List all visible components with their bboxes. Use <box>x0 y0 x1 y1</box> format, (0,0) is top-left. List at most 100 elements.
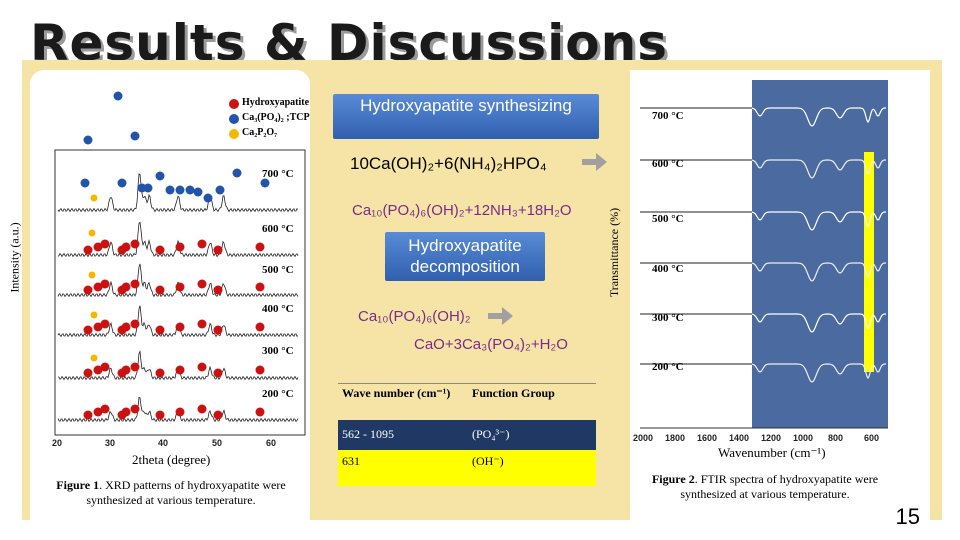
xrd-ylabel: Intensity (a.u.) <box>7 222 22 293</box>
tcp-peak-marker <box>185 185 195 195</box>
xrd-temp-400: 400 °C <box>262 303 294 315</box>
xrd-temp-700: 700 °C <box>262 168 294 180</box>
page-number: 15 <box>895 504 920 529</box>
xrd-temp-300: 300 °C <box>262 345 294 357</box>
hap-peak-marker <box>155 285 165 295</box>
legend-tcp: Ca₃(PO₄)₂ ;TCP <box>242 112 310 123</box>
hap-peak-marker <box>100 279 110 289</box>
decomposition-reactant: Ca₁₀(PO₄)₆(OH)₂ <box>358 308 471 325</box>
legend-marker-tcp <box>229 114 239 124</box>
hap-peak-marker <box>213 285 223 295</box>
hap-peak-marker <box>213 245 223 255</box>
hap-peak-marker <box>197 362 207 372</box>
hap-peak-marker <box>130 279 140 289</box>
hap-peak-marker <box>83 245 93 255</box>
hap-peak-marker <box>100 239 110 249</box>
product-equation: Ca₁₀(PO₄)₆(OH)₂+12NH₃+18H₂O <box>352 202 572 219</box>
ftir-temp-200: 200 °C <box>652 361 684 373</box>
table-cell-group: (OH⁻) <box>472 453 504 468</box>
table-cell-wave: 562 - 1095 <box>342 427 394 441</box>
xrd-xtick: 50 <box>212 438 223 448</box>
figure-2-label: Figure 2 <box>651 472 695 486</box>
hap-peak-marker <box>121 322 131 332</box>
hap-peak-marker <box>175 242 185 252</box>
ftir-xtick: 1600 <box>697 433 718 443</box>
hap-peak-marker <box>93 322 103 332</box>
hap-peak-marker <box>155 410 165 420</box>
hap-peak-marker <box>197 279 207 289</box>
xrd-trace <box>57 221 299 258</box>
hap-peak-marker <box>100 319 110 329</box>
xrd-temp-600: 600 °C <box>262 223 294 235</box>
hap-peak-marker <box>255 242 265 252</box>
cpp-peak-marker <box>88 229 96 237</box>
arrow-icon <box>488 307 513 325</box>
hap-peak-marker <box>83 285 93 295</box>
tcp-peak-marker <box>130 131 140 141</box>
ftir-temp-500: 500 °C <box>652 213 684 225</box>
xrd-xtick: 20 <box>52 438 63 448</box>
xrd-temp-500: 500 °C <box>262 264 294 276</box>
tcp-peak-marker <box>83 135 93 145</box>
xrd-xtick: 60 <box>266 438 277 448</box>
function-group-table: Wave number (cm⁻¹) Function Group 562 - … <box>338 383 596 486</box>
tcp-peak-marker <box>155 171 165 181</box>
ftir-ylabel: Transmittance (%) <box>607 207 622 298</box>
arrow-icon <box>582 153 607 171</box>
ftir-xtick: 800 <box>828 433 844 443</box>
ftir-temp-600: 600 °C <box>652 158 684 170</box>
hap-peak-marker <box>155 368 165 378</box>
tcp-peak-marker <box>80 178 90 188</box>
ftir-figure <box>640 80 888 429</box>
table-header-wave: Wave number (cm⁻¹) <box>342 386 451 400</box>
hap-peak-marker <box>121 282 131 292</box>
xrd-temp-200: 200 °C <box>262 388 294 400</box>
reactant-equation: 10Ca(OH)₂+6(NH₄)₂HPO₄ <box>350 154 547 173</box>
hap-peak-marker <box>93 365 103 375</box>
table-cell-group: (PO₄³⁻) <box>472 427 510 441</box>
ftir-xtick: 1200 <box>761 433 782 443</box>
hap-peak-marker <box>130 239 140 249</box>
ftir-xtick: 2000 <box>633 433 654 443</box>
cpp-peak-marker <box>90 311 98 319</box>
hap-peak-marker <box>130 319 140 329</box>
hap-peak-marker <box>197 319 207 329</box>
hap-peak-marker <box>175 322 185 332</box>
ftir-highlight-yellow <box>864 152 874 372</box>
hap-peak-marker <box>255 365 265 375</box>
figure-1-label: Figure 1 <box>56 478 100 492</box>
legend-marker-hap <box>229 99 239 109</box>
xrd-trace <box>57 173 299 213</box>
hap-peak-marker <box>175 365 185 375</box>
tcp-peak-marker <box>260 178 270 188</box>
table-row: 631 (OH⁻) <box>338 449 596 486</box>
hap-peak-marker <box>121 407 131 417</box>
hap-peak-marker <box>93 242 103 252</box>
hap-peak-marker <box>213 368 223 378</box>
hap-peak-marker <box>255 282 265 292</box>
decomposition-label-box: Hydroxyapatite decomposition <box>385 232 545 281</box>
xrd-xtick: 30 <box>105 438 116 448</box>
tcp-peak-marker <box>215 185 225 195</box>
xrd-xtick: 40 <box>158 438 169 448</box>
hap-peak-marker <box>197 404 207 414</box>
ftir-xtick: 1800 <box>665 433 686 443</box>
hap-peak-marker <box>100 362 110 372</box>
ftir-xlabel: Wavenumber (cm⁻¹) <box>718 445 826 460</box>
ftir-temp-400: 400 °C <box>652 263 684 275</box>
xrd-xlabel: 2theta (degree) <box>132 452 211 467</box>
hap-peak-marker <box>83 325 93 335</box>
synthesis-label-box: Hydroxyapatite synthesizing <box>333 94 599 139</box>
hap-peak-marker <box>100 404 110 414</box>
tcp-peak-marker <box>117 178 127 188</box>
xrd-figure <box>54 91 306 436</box>
ftir-xtick: 1000 <box>793 433 814 443</box>
table-cell-wave: 631 <box>342 453 360 468</box>
xrd-trace <box>57 263 299 298</box>
ftir-xtick: 1400 <box>729 433 750 443</box>
hap-peak-marker <box>130 404 140 414</box>
cpp-peak-marker <box>88 271 96 279</box>
hap-peak-marker <box>175 407 185 417</box>
hap-peak-marker <box>213 325 223 335</box>
hap-peak-marker <box>155 245 165 255</box>
